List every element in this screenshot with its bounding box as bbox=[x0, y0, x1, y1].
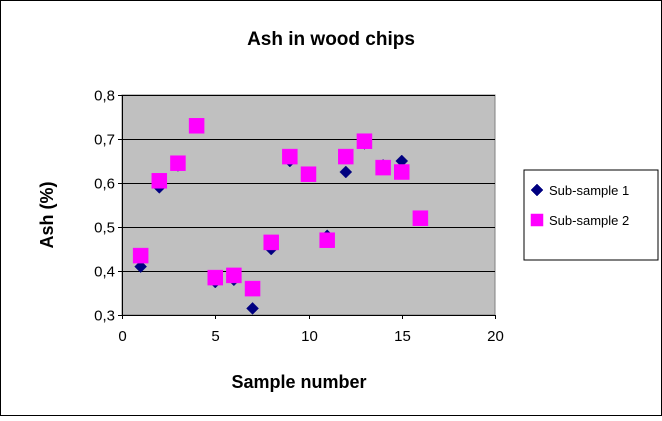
data-point-series-1 bbox=[246, 302, 259, 315]
y-tick-label: 0,6 bbox=[94, 176, 115, 193]
x-tick-label: 15 bbox=[394, 328, 411, 345]
data-point-series-2 bbox=[319, 232, 335, 248]
data-point-series-2 bbox=[394, 164, 410, 180]
x-tick-label: 10 bbox=[301, 328, 318, 345]
data-point-series-2 bbox=[338, 148, 354, 165]
data-point-series-2 bbox=[300, 166, 317, 182]
data-point-series-2 bbox=[226, 267, 242, 284]
data-point-series-1 bbox=[339, 165, 353, 179]
y-tick-label: 0,7 bbox=[94, 132, 115, 149]
y-axis-label: Ash (%) bbox=[37, 181, 57, 248]
data-point-series-2 bbox=[356, 133, 373, 149]
data-point-series-2 bbox=[263, 234, 279, 251]
legend-box bbox=[523, 169, 659, 261]
y-tick-label: 0,8 bbox=[94, 88, 115, 105]
y-tick-label: 0,3 bbox=[94, 308, 115, 325]
data-point-series-2 bbox=[244, 280, 261, 297]
data-point-series-2 bbox=[207, 269, 223, 286]
data-point-series-2 bbox=[188, 118, 205, 134]
data-point-series-2 bbox=[132, 247, 149, 264]
data-point-series-2 bbox=[375, 159, 391, 176]
legend-marker-series-1 bbox=[530, 183, 544, 197]
data-point-series-1 bbox=[134, 260, 148, 273]
data-points bbox=[132, 118, 429, 315]
x-tick-label: 20 bbox=[487, 328, 504, 345]
data-point-series-2 bbox=[151, 173, 168, 189]
legend: Sub-sample 1 Sub-sample 2 bbox=[523, 169, 659, 261]
legend-label-series-1: Sub-sample 1 bbox=[549, 183, 629, 198]
gridlines bbox=[122, 95, 495, 272]
y-tick-label: 0,4 bbox=[94, 264, 115, 281]
data-point-series-2 bbox=[170, 155, 186, 171]
x-tick-label: 0 bbox=[118, 328, 126, 345]
plot-area bbox=[121, 94, 496, 316]
axes bbox=[118, 95, 496, 319]
chart-title: Ash in wood chips bbox=[247, 29, 415, 50]
data-point-series-2 bbox=[412, 210, 429, 226]
y-tick-label: 0,5 bbox=[94, 220, 115, 237]
data-point-series-2 bbox=[282, 148, 298, 165]
legend-label-series-2: Sub-sample 2 bbox=[549, 213, 629, 228]
legend-marker-series-2 bbox=[530, 213, 544, 227]
x-axis-label: Sample number bbox=[231, 372, 366, 392]
tick-labels: 0,3 0,4 0,5 0,6 0,7 0,8 0 5 10 15 20 bbox=[94, 88, 504, 346]
x-tick-label: 5 bbox=[211, 328, 219, 345]
